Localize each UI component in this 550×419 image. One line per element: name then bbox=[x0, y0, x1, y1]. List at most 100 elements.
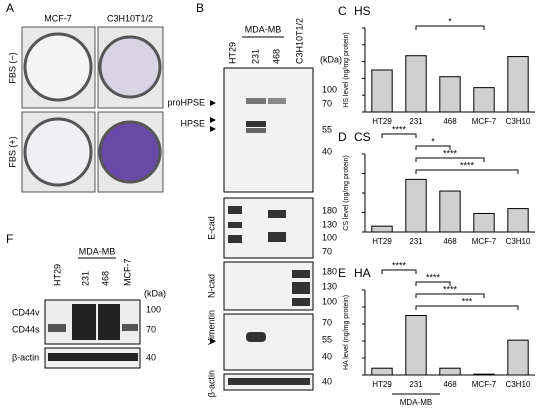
unit: (kDa) bbox=[320, 54, 342, 64]
lane-label: C3H10T1/2 bbox=[294, 18, 304, 64]
significance-label: **** bbox=[460, 160, 475, 170]
band-label: CD44v bbox=[12, 307, 40, 317]
blot-label: β-actin bbox=[206, 370, 216, 397]
marker: 70 bbox=[146, 324, 156, 334]
band-label: β-actin bbox=[12, 352, 39, 362]
row-label: FBS (+) bbox=[7, 136, 17, 167]
blot-label: Vimentin bbox=[206, 310, 216, 345]
lane-label: MCF-7 bbox=[122, 259, 132, 287]
significance-label: *** bbox=[462, 296, 473, 306]
significance-bracket bbox=[415, 169, 519, 174]
lane-label: 468 bbox=[100, 271, 110, 286]
wells bbox=[21, 26, 164, 193]
lane-label: 231 bbox=[250, 49, 260, 64]
marker: 70 bbox=[322, 246, 332, 256]
significance-bracket bbox=[381, 269, 417, 274]
group-label: MDA-MB bbox=[79, 246, 116, 256]
marker: 55 bbox=[322, 124, 332, 134]
bar bbox=[405, 178, 427, 233]
marker: 100 bbox=[322, 232, 337, 242]
significance-label: **** bbox=[426, 272, 441, 282]
lane-label: 231 bbox=[80, 271, 90, 286]
significance-bracket bbox=[415, 305, 519, 310]
x-tick-label: 231 bbox=[409, 117, 423, 126]
x-axis-label: MDA-MB bbox=[400, 398, 432, 407]
marker: 100 bbox=[146, 304, 161, 314]
marker: 70 bbox=[322, 98, 332, 108]
bar bbox=[439, 367, 461, 376]
marker: 180 bbox=[322, 205, 337, 215]
lane-label: HT29 bbox=[227, 42, 237, 64]
bar bbox=[507, 56, 529, 113]
significance-label: **** bbox=[392, 260, 407, 270]
band-label: CD44s bbox=[12, 324, 40, 334]
marker: 40 bbox=[322, 376, 332, 386]
bar bbox=[473, 87, 495, 113]
significance-label: **** bbox=[443, 284, 458, 294]
blot-label: N-cad bbox=[206, 274, 216, 298]
x-tick-label: MCF-7 bbox=[472, 237, 497, 246]
x-tick-label: C3H10 bbox=[506, 380, 531, 389]
x-tick-label: HT29 bbox=[372, 237, 392, 246]
y-axis-label: CS level (ng/mg protein) bbox=[343, 155, 350, 230]
significance-label: **** bbox=[392, 124, 407, 134]
panel-label: C bbox=[338, 4, 347, 18]
significance-bracket bbox=[415, 157, 485, 162]
significance-bracket bbox=[415, 25, 485, 30]
x-tick-label: 468 bbox=[443, 380, 457, 389]
y-axis-label: HA level (ng/mg protein) bbox=[343, 295, 350, 370]
blot-label: E-cad bbox=[206, 216, 216, 240]
bar bbox=[473, 212, 495, 233]
marker: 130 bbox=[322, 281, 337, 291]
column-label: C3H10T1/2 bbox=[107, 13, 153, 23]
x-tick-label: 468 bbox=[443, 117, 457, 126]
column-label: MCF-7 bbox=[44, 13, 72, 23]
panel-label: A bbox=[6, 1, 14, 15]
bands bbox=[48, 304, 138, 361]
marker: 100 bbox=[322, 84, 337, 94]
chart-title: HA bbox=[354, 266, 371, 280]
bar bbox=[405, 315, 427, 376]
x-tick-label: MCF-7 bbox=[472, 117, 497, 126]
marker: 100 bbox=[322, 296, 337, 306]
marker: 40 bbox=[322, 146, 332, 156]
significance-bracket bbox=[381, 133, 417, 138]
marker: 130 bbox=[322, 219, 337, 229]
x-tick-label: C3H10 bbox=[506, 117, 531, 126]
y-axis-label: HS level (ng/mg protein) bbox=[343, 32, 350, 107]
bar bbox=[439, 76, 461, 113]
bar bbox=[439, 190, 461, 233]
significance-bracket bbox=[415, 293, 485, 298]
band-label: proHPSE bbox=[167, 97, 205, 107]
x-tick-label: 231 bbox=[409, 237, 423, 246]
bar bbox=[507, 339, 529, 376]
panel-label: E bbox=[338, 266, 346, 280]
significance-bracket bbox=[415, 145, 451, 150]
x-tick-label: C3H10 bbox=[506, 237, 531, 246]
markers: 100 70 55 40 180 130 100 70 180 130 100 … bbox=[322, 84, 337, 386]
bands bbox=[228, 98, 310, 385]
significance-bracket bbox=[415, 281, 451, 286]
marker: 40 bbox=[322, 351, 332, 361]
chart-title: CS bbox=[354, 130, 371, 144]
bar bbox=[371, 69, 393, 113]
panel-label: B bbox=[196, 1, 204, 15]
marker: 70 bbox=[322, 317, 332, 327]
blots bbox=[223, 67, 314, 391]
bar bbox=[405, 55, 427, 113]
x-tick-label: HT29 bbox=[372, 117, 392, 126]
bar bbox=[371, 225, 393, 233]
significance-label: * bbox=[431, 136, 435, 146]
row-label: FBS (−) bbox=[7, 52, 17, 83]
lane-label: 468 bbox=[271, 49, 281, 64]
significance-label: **** bbox=[443, 148, 458, 158]
x-tick-label: 231 bbox=[409, 380, 423, 389]
panel-label: D bbox=[338, 130, 347, 144]
bar bbox=[371, 367, 393, 376]
lane-label: HT29 bbox=[52, 264, 62, 286]
significance-label: * bbox=[448, 16, 452, 26]
x-tick-label: MCF-7 bbox=[472, 380, 497, 389]
group-label: MDA-MB bbox=[245, 24, 282, 34]
unit: (kDa) bbox=[144, 288, 166, 298]
